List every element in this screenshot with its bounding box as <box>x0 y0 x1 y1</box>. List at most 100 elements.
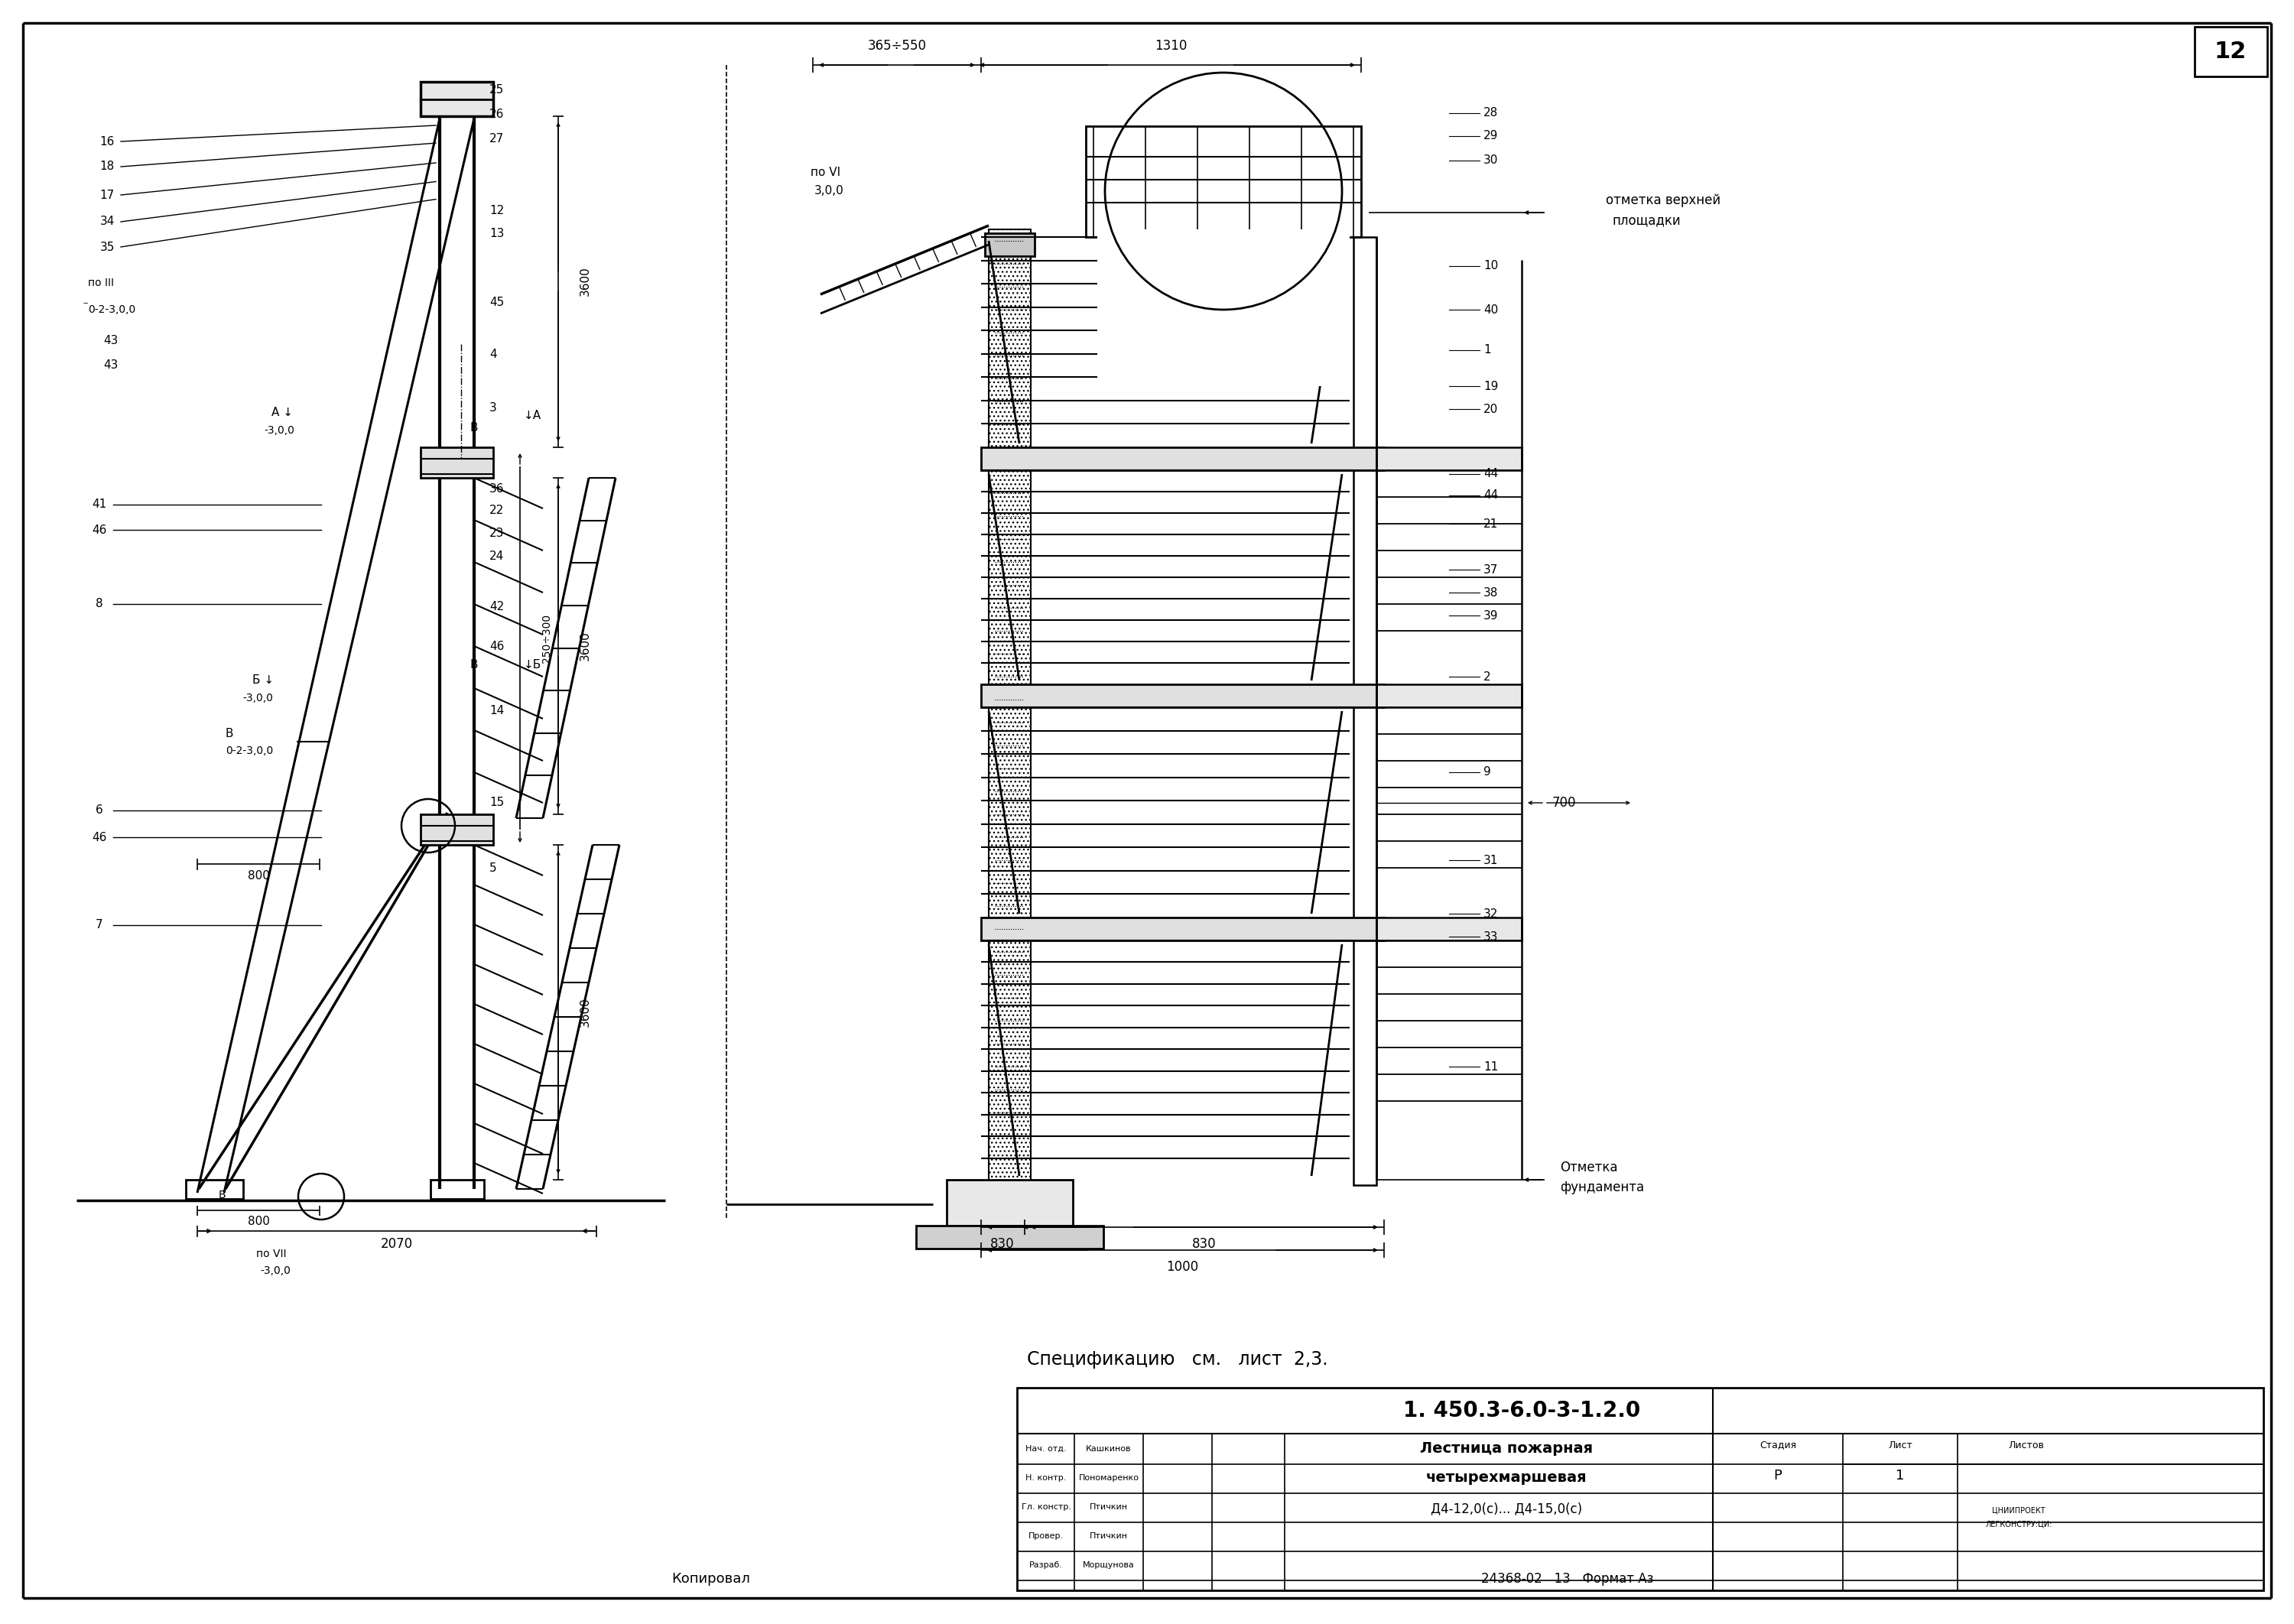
Text: Спецификацию   см.   лист  2,3.: Спецификацию см. лист 2,3. <box>1028 1350 1328 1369</box>
Text: 46: 46 <box>489 640 505 651</box>
Text: 250÷300: 250÷300 <box>541 614 553 663</box>
Text: 43: 43 <box>103 359 119 370</box>
Text: 11: 11 <box>1484 1060 1498 1072</box>
Text: ЦНИИПРОЕКТ: ЦНИИПРОЕКТ <box>1991 1505 2046 1514</box>
Text: 14: 14 <box>489 705 505 716</box>
Text: 22: 22 <box>489 505 505 516</box>
Text: 31: 31 <box>1484 854 1498 866</box>
Text: Стадия: Стадия <box>1759 1440 1796 1450</box>
Text: 41: 41 <box>92 499 108 510</box>
Text: 15: 15 <box>489 797 505 809</box>
Text: 1000: 1000 <box>1165 1260 1197 1273</box>
Text: 365÷550: 365÷550 <box>867 39 927 52</box>
Text: 26: 26 <box>489 109 505 120</box>
Bar <box>1376 684 1521 706</box>
Bar <box>982 447 1383 471</box>
Text: 40: 40 <box>1484 304 1498 315</box>
Text: Морщунова: Морщунова <box>1083 1561 1136 1569</box>
Text: 2: 2 <box>1484 671 1491 682</box>
Text: 4: 4 <box>489 348 498 361</box>
Text: 7: 7 <box>96 919 103 931</box>
Text: фундамента: фундамента <box>1560 1181 1645 1194</box>
Text: Д4-12,0(с)... Д4-15,0(с): Д4-12,0(с)... Д4-15,0(с) <box>1431 1502 1583 1515</box>
Bar <box>1376 447 1521 471</box>
Text: 1: 1 <box>1895 1468 1904 1483</box>
Text: Нач. отд.: Нач. отд. <box>1025 1445 1067 1453</box>
Text: 46: 46 <box>92 831 108 843</box>
Text: 1. 450.3-6.0-3-1.2.0: 1. 450.3-6.0-3-1.2.0 <box>1404 1400 1640 1421</box>
Text: 8: 8 <box>96 598 103 609</box>
Text: Провер.: Провер. <box>1028 1533 1064 1540</box>
Text: ЛЕГКОНСТРУ:ЦИ:: ЛЕГКОНСТРУ:ЦИ: <box>1984 1520 2053 1528</box>
Text: 3600: 3600 <box>578 632 592 661</box>
Text: ↓Б: ↓Б <box>523 659 541 671</box>
Text: 10: 10 <box>1484 260 1498 271</box>
Text: 33: 33 <box>1484 931 1498 942</box>
Bar <box>420 447 493 477</box>
Text: 0-2-3,0,0: 0-2-3,0,0 <box>87 304 135 315</box>
Text: -3,0,0: -3,0,0 <box>264 425 294 435</box>
Text: 3600: 3600 <box>578 266 592 296</box>
Bar <box>947 1179 1074 1226</box>
Text: 38: 38 <box>1484 586 1498 598</box>
Bar <box>420 814 493 844</box>
Text: 3: 3 <box>489 401 498 412</box>
Bar <box>1097 229 1349 387</box>
Text: 5: 5 <box>489 862 498 874</box>
Text: Лист: Лист <box>1888 1440 1913 1450</box>
Text: Б ↓: Б ↓ <box>252 674 273 687</box>
Text: 800: 800 <box>248 870 268 882</box>
Text: 9: 9 <box>1484 767 1491 778</box>
Text: по III: по III <box>87 278 115 287</box>
Text: Птичкин: Птичкин <box>1090 1533 1129 1540</box>
Text: В: В <box>218 1190 225 1200</box>
Text: 1310: 1310 <box>1154 39 1186 52</box>
Text: 46: 46 <box>92 525 108 536</box>
Bar <box>984 234 1035 257</box>
Text: Лестница пожарная: Лестница пожарная <box>1420 1442 1592 1457</box>
Text: 3,0,0: 3,0,0 <box>814 185 844 197</box>
Text: 37: 37 <box>1484 564 1498 575</box>
Text: 2070: 2070 <box>381 1237 413 1250</box>
Text: Н. контр.: Н. контр. <box>1025 1475 1067 1481</box>
Text: Отметка: Отметка <box>1560 1161 1617 1174</box>
Text: 42: 42 <box>489 601 505 612</box>
Text: 20: 20 <box>1484 403 1498 414</box>
Bar <box>1085 127 1360 237</box>
Bar <box>989 229 1030 1189</box>
Text: ↓А: ↓А <box>523 409 541 421</box>
Text: 17: 17 <box>99 190 115 201</box>
Text: четырехмаршевая: четырехмаршевая <box>1427 1471 1587 1486</box>
Text: по VII: по VII <box>257 1249 287 1259</box>
Text: 18: 18 <box>99 161 115 172</box>
Bar <box>2195 26 2266 76</box>
Text: -3,0,0: -3,0,0 <box>259 1265 291 1276</box>
Text: Пономаренко: Пономаренко <box>1078 1475 1138 1481</box>
Text: 3600: 3600 <box>578 997 592 1026</box>
Text: В: В <box>225 728 234 741</box>
Text: 12: 12 <box>489 205 505 216</box>
Text: -3,0,0: -3,0,0 <box>243 693 273 703</box>
Bar <box>982 684 1383 706</box>
Text: 16: 16 <box>99 136 115 148</box>
Bar <box>915 1226 1103 1249</box>
Text: 35: 35 <box>99 242 115 253</box>
Text: 25: 25 <box>489 84 505 96</box>
Text: Птичкин: Птичкин <box>1090 1504 1129 1510</box>
Text: 830: 830 <box>991 1237 1014 1250</box>
Bar <box>431 1179 484 1199</box>
Text: Кашкинов: Кашкинов <box>1085 1445 1131 1453</box>
Text: отметка верхней: отметка верхней <box>1606 193 1720 208</box>
Text: 24: 24 <box>489 551 505 562</box>
Text: Гл. констр.: Гл. констр. <box>1021 1504 1071 1510</box>
Text: 800: 800 <box>248 1215 268 1226</box>
Text: 12: 12 <box>2214 41 2246 62</box>
Bar <box>982 918 1383 940</box>
Text: площадки: площадки <box>1613 213 1682 227</box>
Text: 36: 36 <box>489 484 505 495</box>
Text: 19: 19 <box>1484 380 1498 391</box>
Text: Листов: Листов <box>2010 1440 2044 1450</box>
Text: Разраб.: Разраб. <box>1030 1561 1062 1569</box>
Text: 30: 30 <box>1484 154 1498 166</box>
Text: B: B <box>470 659 477 671</box>
